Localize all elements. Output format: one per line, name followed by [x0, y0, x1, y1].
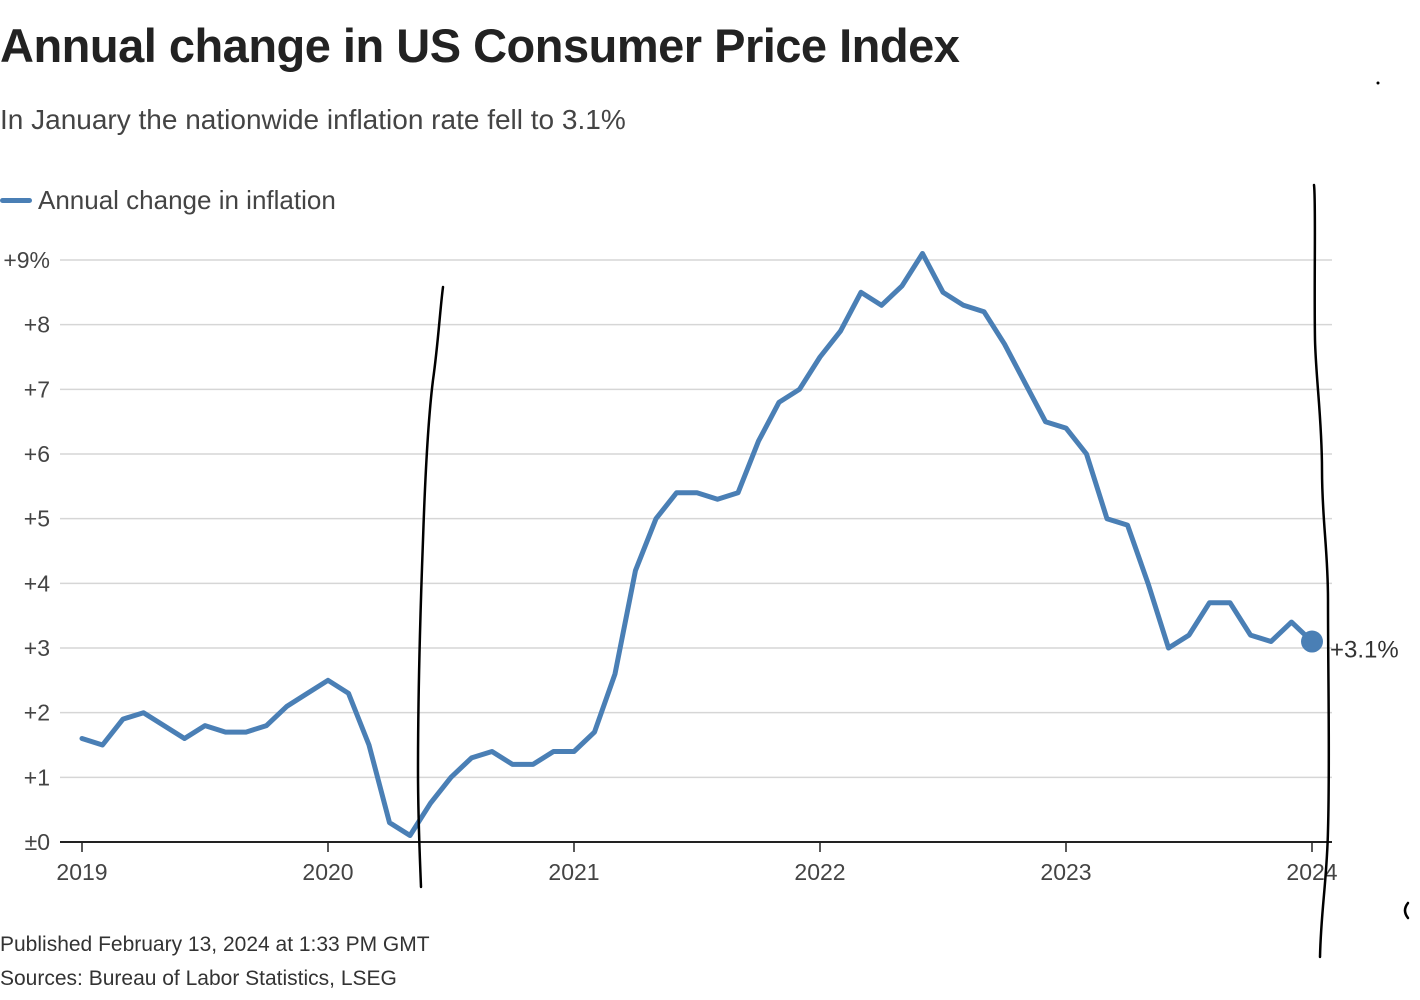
series-line-annual-change — [79, 251, 1315, 838]
x-tick-label: 2022 — [794, 859, 845, 885]
x-tick-label: 2021 — [548, 859, 599, 885]
x-tick-label: 2024 — [1286, 859, 1337, 885]
annotation-stroke-right — [1312, 183, 1331, 959]
legend: Annual change in inflation — [0, 185, 336, 216]
y-tick-label: +8 — [24, 312, 50, 338]
y-tick-label: +6 — [24, 441, 50, 467]
published-date: Published February 13, 2024 at 1:33 PM G… — [0, 933, 430, 956]
y-tick-label: ±0 — [25, 829, 50, 855]
x-tick-label: 2020 — [302, 859, 353, 885]
end-point-marker — [1301, 630, 1323, 653]
y-tick-label: +3 — [24, 635, 50, 661]
y-tick-label: +1 — [24, 764, 50, 790]
y-tick-label: +7 — [24, 376, 50, 402]
y-tick-label: +2 — [24, 700, 50, 726]
annotation-mark-small — [1403, 901, 1410, 920]
annotation-stroke-left — [416, 285, 445, 889]
annotation-dot — [1376, 81, 1380, 85]
y-tick-label: +4 — [24, 570, 50, 596]
gridlines — [60, 259, 1332, 779]
x-axis-ticks: 2019 2020 2021 2022 2023 2024 — [56, 842, 1338, 885]
y-tick-label: +5 — [24, 506, 50, 532]
x-tick-label: 2023 — [1040, 859, 1091, 885]
handwritten-annotations — [416, 81, 1410, 959]
y-axis-ticks: ±0 +1 +2 +3 +4 +5 +6 +7 +8 +9% — [3, 247, 50, 855]
x-tick-label: 2019 — [56, 859, 107, 885]
legend-label: Annual change in inflation — [38, 185, 336, 215]
sources: Sources: Bureau of Labor Statistics, LSE… — [0, 967, 397, 990]
chart-subtitle: In January the nationwide inflation rate… — [0, 104, 626, 135]
legend-swatch — [0, 198, 32, 203]
chart-title: Annual change in US Consumer Price Index — [0, 19, 960, 72]
end-point-label: +3.1% — [1330, 637, 1399, 664]
y-tick-label: +9% — [3, 247, 50, 273]
